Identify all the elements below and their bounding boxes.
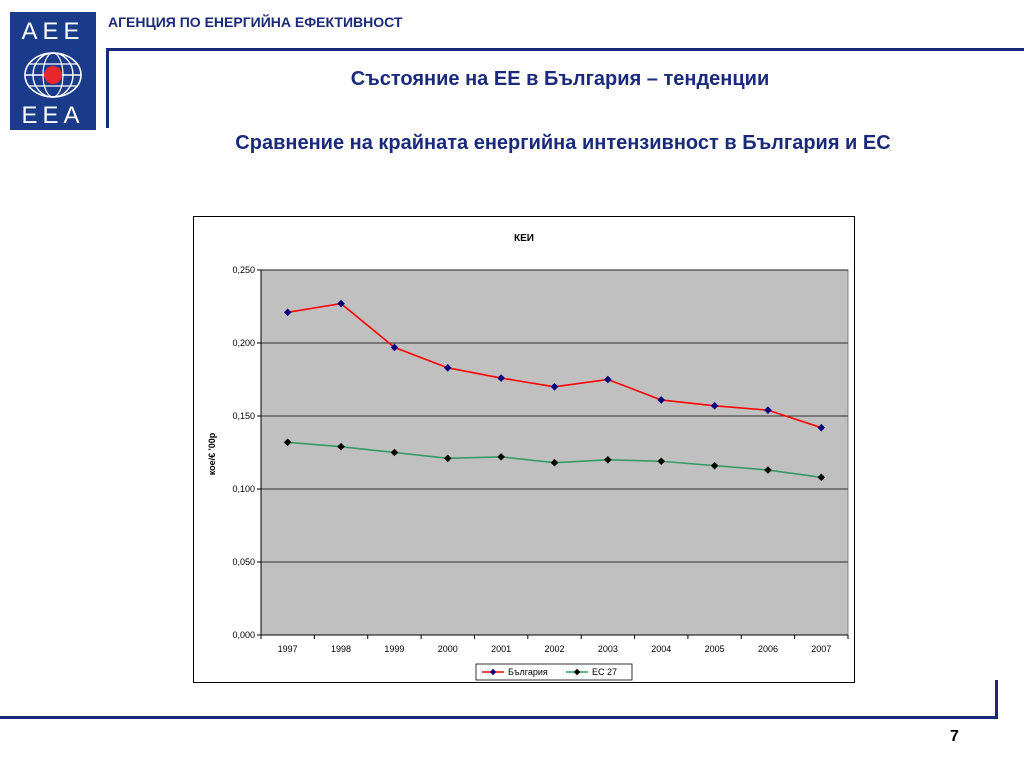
data-point: [657, 457, 666, 466]
data-point: [817, 473, 826, 482]
legend-marker-1: [489, 668, 497, 676]
data-point: [337, 299, 345, 308]
chart-frame: КЕИ кое/€ '00р 0,000 0,050 0,100 0,150 0,200…: [193, 216, 855, 683]
x-tick-label: 1997: [278, 644, 298, 654]
data-point: [550, 383, 559, 391]
header-vertical-divider: [106, 48, 109, 128]
data-point: [337, 442, 345, 451]
x-tick-label: 2007: [811, 644, 831, 654]
line-chart: КЕИ кое/€ '00р 0,000 0,050 0,100 0,150 0,200…: [207, 233, 849, 681]
x-tick-label: 2000: [438, 644, 458, 654]
x-tick-label: 1998: [331, 644, 351, 654]
data-point: [604, 375, 612, 384]
footer-vertical-divider: [995, 680, 998, 719]
y-tick-label: 0,150: [232, 411, 255, 421]
globe-emblem-icon: [24, 52, 82, 98]
legend-entry-2: ЕС 27: [592, 667, 617, 677]
data-point: [657, 396, 666, 404]
data-point: [497, 453, 505, 461]
slide-title: Състояние на ЕЕ в България – тенденции: [350, 68, 770, 90]
footer-divider: [0, 716, 998, 719]
data-point: [390, 343, 399, 352]
x-tick-label: 2001: [491, 644, 511, 654]
legend-marker-2: [573, 668, 581, 676]
logo-text-bottom: EEA: [21, 102, 85, 129]
page-number: 7: [950, 728, 959, 745]
data-point: [390, 448, 399, 457]
chart-title: КЕИ: [514, 233, 534, 244]
y-tick-label: 0,000: [232, 630, 255, 640]
x-tick-label: 2003: [598, 644, 618, 654]
slide-subtitle: Сравнение на крайната енергийна интензив…: [235, 132, 891, 154]
x-tick-label: 2006: [758, 644, 778, 654]
agency-name: АГЕНЦИЯ ПО ЕНЕРГИЙНА ЕФЕКТИВНОСТ: [108, 14, 403, 30]
x-tick-label: 2004: [651, 644, 671, 654]
data-point: [497, 374, 505, 382]
logo-text-top: AEE: [21, 18, 85, 45]
data-point: [443, 454, 452, 463]
data-point: [550, 458, 559, 467]
x-tick-label: 1999: [384, 644, 404, 654]
y-tick-label: 0,050: [232, 557, 255, 567]
plot-area: [260, 269, 849, 636]
y-tick-label: 0,250: [232, 265, 255, 275]
legend-box: [475, 663, 633, 681]
data-point: [604, 456, 612, 464]
data-point: [283, 308, 292, 317]
y-tick-label: 0,100: [232, 484, 255, 494]
legend-entry-1: България: [508, 667, 548, 677]
data-point: [710, 461, 719, 470]
y-axis-label: кое/€ '00р: [207, 432, 217, 475]
data-point: [283, 438, 292, 447]
y-tick-label: 0,200: [232, 338, 255, 348]
x-tick-label: 2002: [544, 644, 564, 654]
data-point: [764, 406, 772, 414]
data-point: [710, 401, 719, 410]
agency-logo: AEE EEA: [10, 12, 96, 130]
data-point: [817, 423, 826, 432]
header-divider: [106, 48, 1024, 51]
data-point: [443, 364, 452, 372]
x-tick-label: 2005: [705, 644, 725, 654]
data-point: [764, 466, 772, 474]
